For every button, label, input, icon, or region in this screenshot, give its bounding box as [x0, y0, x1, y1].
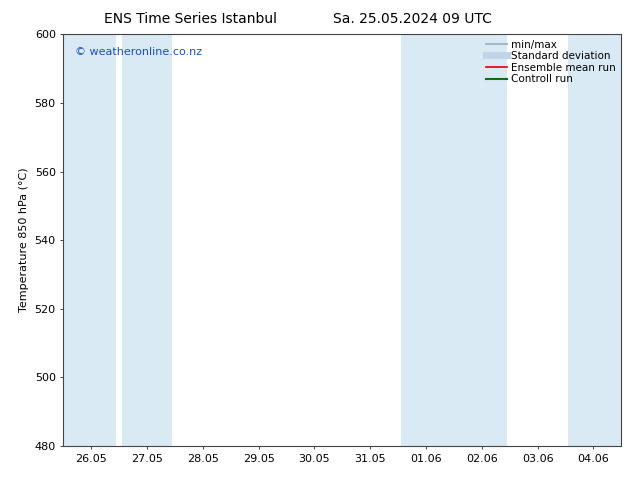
Bar	[401, 34, 507, 446]
Legend: min/max, Standard deviation, Ensemble mean run, Controll run: min/max, Standard deviation, Ensemble me…	[484, 37, 618, 86]
Bar	[122, 34, 172, 446]
Bar	[568, 34, 621, 446]
Text: © weatheronline.co.nz: © weatheronline.co.nz	[75, 47, 202, 57]
Bar	[63, 34, 117, 446]
Y-axis label: Temperature 850 hPa (°C): Temperature 850 hPa (°C)	[19, 168, 29, 313]
Text: Sa. 25.05.2024 09 UTC: Sa. 25.05.2024 09 UTC	[333, 12, 491, 26]
Text: ENS Time Series Istanbul: ENS Time Series Istanbul	[104, 12, 276, 26]
